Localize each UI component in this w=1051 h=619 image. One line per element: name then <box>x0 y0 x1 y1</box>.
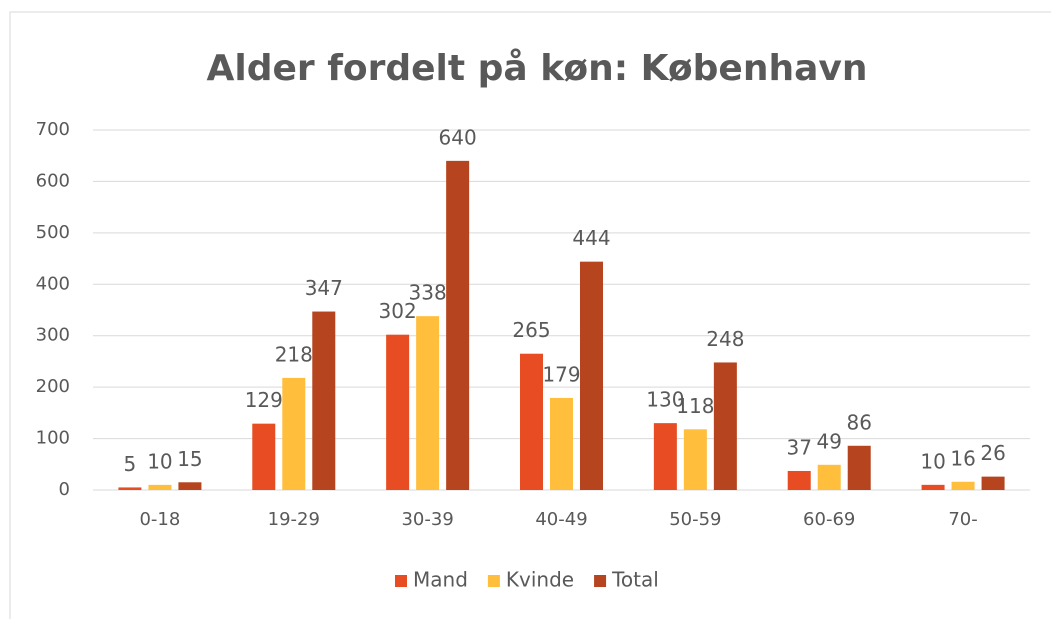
bar <box>921 484 945 490</box>
x-tick-label: 70- <box>948 509 977 530</box>
legend-label: Mand <box>413 568 468 592</box>
bar <box>550 397 573 490</box>
data-label: 347 <box>305 276 343 300</box>
data-label: 179 <box>542 362 580 386</box>
y-tick-label: 200 <box>36 376 70 397</box>
bar <box>252 423 276 490</box>
x-tick-label: 50-59 <box>669 509 721 530</box>
data-label: 10 <box>147 449 172 473</box>
x-tick-label: 0-18 <box>139 509 180 530</box>
y-tick-label: 100 <box>36 428 70 449</box>
bar <box>148 484 172 490</box>
legend-label: Total <box>611 568 659 592</box>
bar <box>713 362 737 490</box>
y-tick-label: 600 <box>36 170 70 191</box>
x-tick-label: 40-49 <box>535 509 587 530</box>
x-tick-label: 19-29 <box>268 509 320 530</box>
data-label: 15 <box>177 447 202 471</box>
y-tick-label: 500 <box>36 222 70 243</box>
legend-swatch <box>395 575 407 587</box>
data-label: 640 <box>439 125 477 149</box>
bar <box>787 470 811 490</box>
data-label: 86 <box>846 410 871 434</box>
data-label: 5 <box>124 452 137 476</box>
data-label: 37 <box>786 435 811 459</box>
bar <box>847 445 871 490</box>
x-tick-label: 60-69 <box>803 509 855 530</box>
data-label: 130 <box>646 388 684 412</box>
bar <box>580 261 603 490</box>
bar <box>416 316 440 490</box>
bar <box>178 482 202 490</box>
data-label: 49 <box>816 429 841 453</box>
data-label: 265 <box>512 318 550 342</box>
chart-title: Alder fordelt på køn: København <box>207 48 868 89</box>
bar <box>282 377 306 490</box>
data-label: 129 <box>245 388 283 412</box>
data-label: 218 <box>275 342 313 366</box>
legend-swatch <box>487 575 500 587</box>
y-tick-label: 700 <box>36 119 70 140</box>
y-tick-label: 400 <box>36 273 70 294</box>
data-label: 248 <box>706 327 744 351</box>
bar <box>981 476 1005 490</box>
bar <box>653 423 677 490</box>
data-label: 338 <box>409 281 447 305</box>
y-tick-label: 0 <box>59 479 70 500</box>
chart-border <box>9 11 1051 619</box>
bar <box>446 160 470 490</box>
data-label: 118 <box>676 394 714 418</box>
legend-label: Kvinde <box>506 568 574 592</box>
legend-swatch <box>594 575 607 587</box>
bar <box>951 481 975 490</box>
data-label: 444 <box>572 226 610 250</box>
x-tick-label: 30-39 <box>401 509 453 530</box>
data-label: 26 <box>980 441 1005 465</box>
bar <box>118 487 142 490</box>
bar <box>683 429 707 490</box>
data-label: 302 <box>379 299 417 323</box>
bar <box>520 353 543 490</box>
y-tick-label: 300 <box>36 325 70 346</box>
data-label: 16 <box>950 446 975 470</box>
bar <box>386 334 410 490</box>
data-label: 10 <box>920 449 945 473</box>
bar <box>817 464 841 490</box>
bar <box>312 311 336 490</box>
